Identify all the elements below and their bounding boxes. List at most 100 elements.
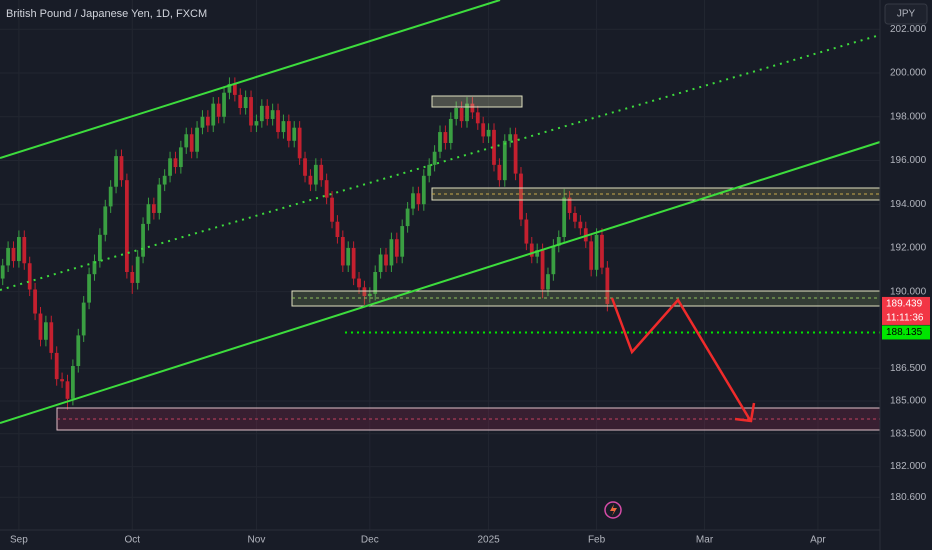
candle-body [605, 267, 610, 304]
candle-body [0, 265, 5, 279]
candle-body [70, 366, 75, 399]
candle-body [389, 239, 394, 266]
candle-body [313, 164, 318, 185]
candle-body [400, 226, 405, 257]
candle-body [335, 221, 340, 238]
candle-body [265, 105, 270, 119]
y-tick-label: 190.000 [890, 286, 927, 297]
x-tick-label: Feb [588, 535, 606, 546]
candle-body [54, 352, 59, 380]
candle-body [114, 156, 118, 187]
candle-body [44, 322, 48, 340]
y-tick-label: 198.000 [890, 111, 927, 122]
candle-body [178, 147, 183, 168]
candle-body [600, 234, 604, 268]
candle-body [357, 278, 361, 288]
candle-body [405, 208, 410, 227]
candle-body [492, 129, 496, 165]
candle-body [38, 313, 43, 340]
candle-body [308, 175, 313, 185]
candles [0, 77, 880, 410]
candle-body [362, 287, 367, 297]
candle-body [546, 274, 550, 290]
x-tick-label: Oct [124, 535, 140, 546]
candle-body [519, 173, 523, 220]
candle-body [583, 228, 588, 242]
x-tick-label: Sep [10, 535, 28, 546]
x-tick-label: Mar [696, 535, 714, 546]
candle-body [87, 274, 91, 303]
candle-body [103, 206, 108, 235]
candle-body [330, 197, 334, 222]
candle-body [189, 134, 194, 152]
candle-body [573, 212, 577, 222]
price-countdown: 11:11:36 [886, 313, 924, 324]
candle-body [141, 223, 145, 257]
candle-body [119, 156, 124, 181]
channel-middle [0, 34, 881, 291]
zone [431, 95, 523, 108]
candle-body [22, 237, 27, 264]
candle-body [556, 237, 561, 246]
x-tick-label: Nov [248, 535, 266, 546]
candle-body [459, 108, 464, 122]
candle-body [249, 97, 253, 126]
candle-body [157, 184, 162, 213]
candle-body [475, 112, 480, 124]
candle-body [130, 271, 135, 283]
y-tick-label: 202.000 [890, 24, 927, 35]
x-tick-label: 2025 [477, 535, 500, 546]
currency-button[interactable] [884, 3, 928, 25]
candle-body [340, 237, 345, 266]
candle-body [270, 110, 275, 119]
price-label: 188.135 [886, 327, 923, 338]
candle-body [124, 180, 129, 272]
y-tick-label: 192.000 [890, 243, 927, 254]
candle-body [135, 256, 140, 283]
candle-body [259, 105, 264, 122]
candle-body [297, 127, 302, 159]
candle-body [454, 108, 459, 119]
event-icon[interactable] [604, 501, 622, 519]
price-label: 189.439 [886, 299, 923, 310]
candle-body [17, 237, 21, 262]
candle-body [254, 121, 259, 126]
currency-button-label[interactable]: JPY [897, 9, 916, 20]
y-tick-label: 196.000 [890, 155, 927, 166]
candle-body [589, 241, 594, 270]
candle-body [508, 134, 513, 141]
candle-body [324, 180, 329, 198]
candle-body [49, 322, 54, 353]
price-label-box [882, 325, 930, 340]
chart-title: British Pound / Japanese Yen, 1D, FXCM [6, 8, 207, 20]
candle-body [6, 247, 10, 266]
candle-body [162, 175, 167, 185]
candle-body [562, 197, 567, 238]
candle-body [378, 254, 383, 272]
candle-body [432, 151, 437, 165]
candle-body [168, 158, 172, 176]
candle-body [11, 247, 16, 262]
candle-body [146, 204, 151, 224]
candle-body [351, 247, 356, 279]
candle-body [286, 121, 291, 141]
candle-body [416, 193, 421, 205]
candle-body [367, 293, 372, 297]
candle-body [81, 302, 86, 336]
y-tick-label: 185.000 [890, 396, 927, 407]
candle-body [513, 134, 518, 174]
y-tick-label: 200.000 [890, 68, 927, 79]
candle-body [227, 83, 232, 93]
price-label-box [882, 296, 930, 325]
candle-body [535, 250, 540, 257]
y-tick-label: 180.600 [890, 492, 927, 503]
grid [0, 0, 880, 530]
candle-body [151, 204, 156, 213]
candle-body [427, 164, 432, 176]
candle-body [76, 335, 81, 367]
y-tick-label: 186.500 [890, 363, 927, 374]
candle-body [173, 158, 178, 168]
